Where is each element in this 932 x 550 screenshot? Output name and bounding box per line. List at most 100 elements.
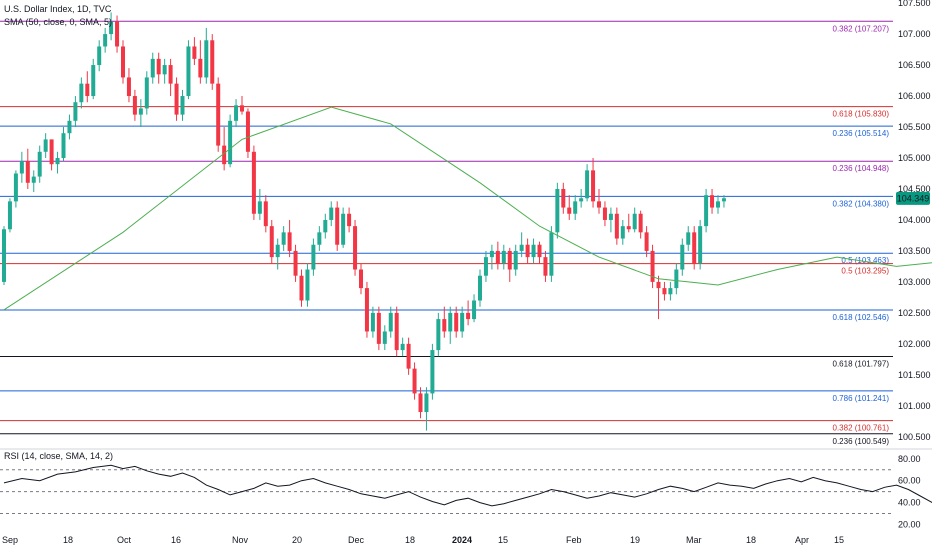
- candle: [287, 219, 292, 258]
- candle: [412, 362, 417, 400]
- candle: [132, 89, 137, 121]
- price-axis[interactable]: 107.500 107.000 106.500 106.000 105.500 105.0…: [898, 0, 931, 442]
- candle: [347, 207, 352, 233]
- candle: [364, 281, 369, 338]
- candle: [216, 77, 221, 152]
- candle: [311, 238, 316, 276]
- time-tick-label: Feb: [566, 535, 582, 545]
- candle: [537, 241, 542, 264]
- candle: [222, 127, 227, 171]
- rsi-axis[interactable]: 80.00 60.00 40.00 20.00: [898, 454, 921, 530]
- candle: [370, 306, 375, 338]
- candle: [329, 201, 334, 227]
- candle: [13, 170, 18, 208]
- price-tick-label: 106.500: [898, 60, 931, 70]
- candle: [460, 306, 465, 338]
- fib-level-label: 0.618 (101.797): [833, 359, 890, 368]
- candle: [103, 27, 108, 53]
- sma-legend: SMA (50, close, 0, SMA, 5): [4, 17, 112, 27]
- price-pane: 0.382 (107.207) 0.618 (105.830) 0.236 (105…: [0, 12, 932, 446]
- candle: [602, 201, 607, 227]
- price-tick-label: 106.000: [898, 91, 931, 101]
- candle: [519, 232, 524, 258]
- candle: [55, 151, 60, 174]
- candle: [269, 219, 274, 264]
- fib-level-label: 0.618 (102.546): [833, 313, 890, 322]
- price-tick-label: 102.500: [898, 308, 931, 318]
- candle: [644, 226, 649, 258]
- candle: [614, 207, 619, 245]
- candle: [7, 198, 12, 233]
- candle: [638, 210, 643, 239]
- candle: [483, 250, 488, 282]
- candle: [198, 40, 203, 84]
- candle: [25, 148, 30, 189]
- candle: [234, 99, 239, 128]
- candle: [43, 133, 48, 158]
- candle: [293, 244, 298, 282]
- candle: [73, 96, 78, 128]
- candle: [305, 263, 310, 307]
- candle: [79, 77, 84, 109]
- candle: [228, 114, 233, 168]
- candle: [585, 164, 590, 202]
- price-tick-label: 100.500: [898, 432, 931, 442]
- candle: [174, 77, 179, 121]
- candle: [430, 343, 435, 400]
- candle: [698, 219, 703, 270]
- candle: [597, 188, 601, 214]
- candle: [335, 201, 340, 251]
- time-tick-label: Mar: [686, 535, 702, 545]
- price-tick-label: 107.500: [898, 0, 931, 8]
- time-tick-label: 18: [405, 535, 415, 545]
- candle: [525, 238, 530, 264]
- candle: [109, 12, 114, 41]
- time-axis[interactable]: Sep 18 Oct 16 Nov 20 Dec 18 2024 15 Feb 19 Mar 18 Apr 1…: [2, 535, 844, 545]
- candle: [489, 244, 494, 270]
- candle: [567, 195, 572, 220]
- time-tick-label: 20: [292, 535, 302, 545]
- price-tick-label: 105.000: [898, 153, 931, 163]
- price-tick-label: 105.500: [898, 122, 931, 132]
- rsi-reference-lines: [0, 469, 893, 515]
- candle: [501, 244, 506, 270]
- candle: [591, 157, 596, 208]
- candle: [240, 96, 244, 115]
- candle: [138, 99, 143, 128]
- time-tick-label: 15: [834, 535, 844, 545]
- candle: [49, 139, 54, 171]
- time-tick-label: Dec: [348, 535, 365, 545]
- candle: [180, 89, 185, 121]
- candle: [341, 207, 346, 248]
- candle: [656, 275, 661, 320]
- candle: [406, 337, 411, 375]
- time-tick-label: 18: [63, 535, 73, 545]
- candle: [162, 58, 167, 84]
- candle: [150, 52, 155, 84]
- candle: [388, 306, 393, 338]
- price-tick-label: 103.000: [898, 277, 931, 287]
- candle: [382, 325, 387, 351]
- candle: [448, 306, 453, 344]
- rsi-line: [3, 464, 932, 507]
- candle: [376, 306, 381, 351]
- sma-50-line: [3, 106, 932, 311]
- time-tick-label: 19: [630, 535, 640, 545]
- candle: [299, 269, 304, 307]
- rsi-pane: [0, 464, 932, 515]
- candle: [650, 244, 655, 289]
- candle: [156, 52, 161, 84]
- fib-level-label: 0.236 (104.948): [833, 164, 890, 173]
- time-tick-label: 16: [171, 535, 181, 545]
- candle: [144, 71, 149, 115]
- candle: [91, 58, 96, 100]
- last-price-label: 104.349: [897, 193, 930, 203]
- fib-level-label: 0.786 (101.241): [833, 394, 890, 403]
- fib-level-label: 0.382 (100.761): [833, 424, 890, 433]
- candle: [353, 219, 358, 276]
- candle: [626, 213, 631, 233]
- last-price-marker: 104.349: [896, 191, 930, 205]
- candle: [680, 238, 685, 276]
- fib-level-label: 0.236 (105.514): [833, 129, 890, 138]
- candle: [204, 27, 209, 84]
